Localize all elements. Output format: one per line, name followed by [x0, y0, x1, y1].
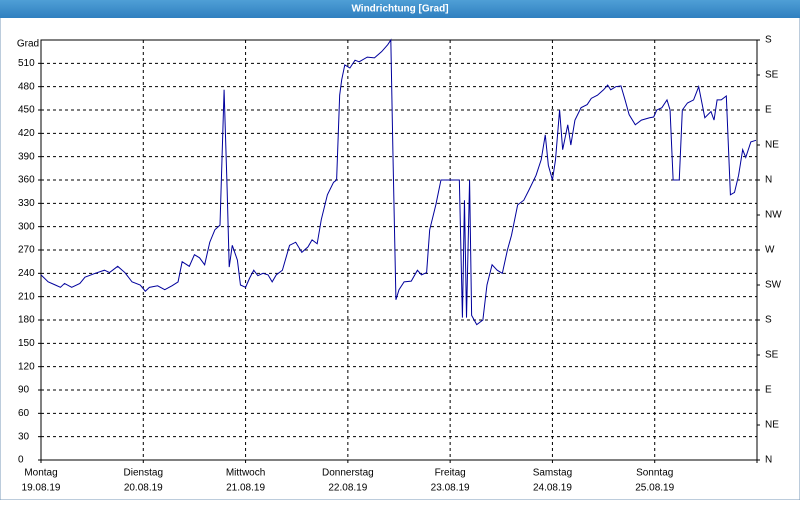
y2-tick-label: W: [765, 245, 775, 256]
y-tick-label: 150: [18, 338, 35, 349]
y2-tick-label: N: [765, 175, 772, 186]
x-tick-date: 21.08.19: [226, 483, 265, 494]
x-tick-date: 25.08.19: [635, 483, 674, 494]
y2-tick-label: S: [765, 315, 772, 326]
y2-tick-label: SE: [765, 70, 779, 81]
y2-tick-label: NW: [765, 210, 782, 221]
y-tick-label: 360: [18, 175, 35, 186]
y-tick-label: 180: [18, 315, 35, 326]
y-tick-label: 270: [18, 245, 35, 256]
y-tick-label: 120: [18, 361, 35, 372]
y-tick-label: 240: [18, 268, 35, 279]
x-tick-date: 19.08.19: [22, 483, 61, 494]
x-tick-label: Montag: [24, 468, 57, 479]
x-tick-label: Mittwoch: [226, 468, 265, 479]
x-tick-label: Sonntag: [636, 468, 673, 479]
y2-tick-label: SW: [765, 280, 782, 291]
y-tick-label: 510: [18, 58, 35, 69]
x-tick-label: Dienstag: [124, 468, 163, 479]
y-tick-label: 420: [18, 128, 35, 139]
y-tick-label: 330: [18, 198, 35, 209]
x-tick-label: Samstag: [533, 468, 572, 479]
x-tick-date: 22.08.19: [328, 483, 367, 494]
y-tick-label: 90: [18, 385, 30, 396]
data-line: [40, 38, 757, 326]
y2-tick-label: NE: [765, 140, 779, 151]
y-tick-label: 60: [18, 408, 30, 419]
y-tick-label: 450: [18, 105, 35, 116]
y-tick-label: 0: [18, 455, 24, 466]
y-axis-label: Grad: [17, 39, 39, 50]
y-tick-label: 480: [18, 81, 35, 92]
title-bar: [0, 0, 800, 18]
y2-tick-label: N: [765, 455, 772, 466]
y-tick-label: 300: [18, 221, 35, 232]
y-tick-label: 210: [18, 291, 35, 302]
x-tick-date: 20.08.19: [124, 483, 163, 494]
y-tick-label: 30: [18, 431, 30, 442]
y-tick-label: 390: [18, 151, 35, 162]
x-tick-label: Donnerstag: [322, 468, 374, 479]
y2-tick-label: S: [765, 35, 772, 46]
chart-title: Windrichtung [Grad]: [351, 4, 448, 15]
y2-tick-label: E: [765, 385, 772, 396]
y2-tick-label: NE: [765, 420, 779, 431]
y2-tick-label: E: [765, 105, 772, 116]
x-tick-date: 23.08.19: [431, 483, 470, 494]
y2-tick-label: SE: [765, 350, 779, 361]
x-tick-date: 24.08.19: [533, 483, 572, 494]
x-tick-label: Freitag: [435, 468, 466, 479]
